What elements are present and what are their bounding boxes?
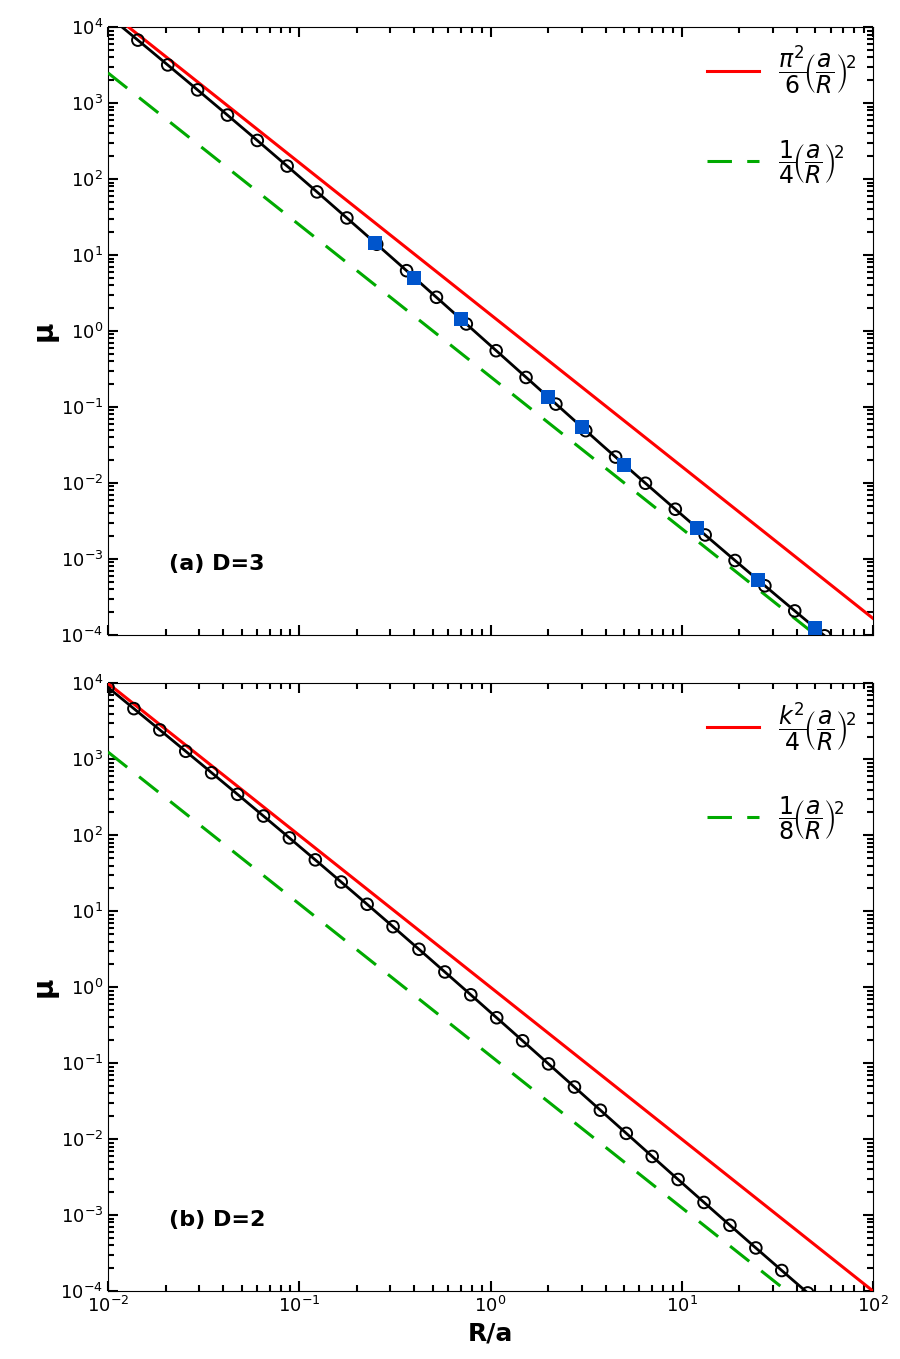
Point xyxy=(204,762,219,784)
Point xyxy=(191,79,205,101)
Point xyxy=(775,1260,789,1282)
Point xyxy=(689,516,704,538)
Point xyxy=(280,155,294,177)
Point xyxy=(308,849,322,871)
Legend: $\dfrac{k^2}{4}\!\left(\dfrac{a}{R}\right)^{\!2}$, $\dfrac{1}{8}\!\left(\dfrac{a: $\dfrac{k^2}{4}\!\left(\dfrac{a}{R}\righ… xyxy=(698,690,866,852)
Point xyxy=(101,4,115,26)
Point xyxy=(668,499,682,520)
Point xyxy=(751,569,765,591)
Point xyxy=(808,617,823,639)
Point xyxy=(386,916,400,938)
Point xyxy=(723,1215,737,1237)
Point xyxy=(698,525,713,546)
Point xyxy=(130,30,145,52)
Point xyxy=(368,232,382,254)
Point xyxy=(360,893,374,915)
Point xyxy=(574,416,589,438)
Point xyxy=(407,266,421,288)
Y-axis label: μ: μ xyxy=(30,321,58,341)
Point xyxy=(256,805,271,826)
Point xyxy=(127,697,141,719)
Point xyxy=(645,1146,660,1167)
Point xyxy=(758,575,772,597)
Point xyxy=(518,367,533,389)
Point xyxy=(230,783,245,805)
Point xyxy=(619,1123,634,1144)
Point xyxy=(437,961,452,983)
Point xyxy=(250,129,265,151)
Point xyxy=(334,871,348,893)
Point xyxy=(412,938,427,959)
Point xyxy=(593,1099,608,1121)
Point xyxy=(160,54,175,76)
Point xyxy=(220,105,235,126)
Point xyxy=(541,386,555,408)
Point xyxy=(817,625,832,647)
Text: (b) D=2: (b) D=2 xyxy=(169,1211,266,1230)
Point xyxy=(490,1007,504,1029)
Point xyxy=(459,313,473,334)
Point xyxy=(516,1030,530,1052)
Point xyxy=(567,1076,581,1098)
Y-axis label: μ: μ xyxy=(30,977,58,998)
Point xyxy=(429,287,444,308)
Point xyxy=(847,650,861,671)
Point xyxy=(788,601,802,622)
Point xyxy=(800,1282,814,1303)
Point xyxy=(826,1305,841,1326)
X-axis label: R/a: R/a xyxy=(468,1321,513,1345)
Point xyxy=(400,260,414,281)
Point xyxy=(549,393,563,414)
Legend: $\dfrac{\pi^2}{6}\!\left(\dfrac{a}{R}\right)^{\!2}$, $\dfrac{1}{4}\!\left(\dfrac: $\dfrac{\pi^2}{6}\!\left(\dfrac{a}{R}\ri… xyxy=(698,34,866,196)
Text: (a) D=3: (a) D=3 xyxy=(169,554,265,573)
Point xyxy=(728,549,742,571)
Point xyxy=(697,1192,711,1214)
Point xyxy=(579,420,593,442)
Point xyxy=(283,828,297,849)
Point xyxy=(101,677,115,699)
Point xyxy=(153,719,167,741)
Point xyxy=(541,1053,555,1075)
Point xyxy=(339,207,354,228)
Point xyxy=(638,473,652,495)
Point xyxy=(749,1237,763,1258)
Point xyxy=(178,741,193,762)
Point xyxy=(617,454,632,476)
Point xyxy=(608,446,623,467)
Point xyxy=(310,181,324,202)
Point xyxy=(670,1169,685,1190)
Point xyxy=(464,984,478,1006)
Point xyxy=(454,308,468,330)
Point xyxy=(489,340,503,361)
Point xyxy=(852,1326,867,1348)
Point xyxy=(370,234,384,255)
